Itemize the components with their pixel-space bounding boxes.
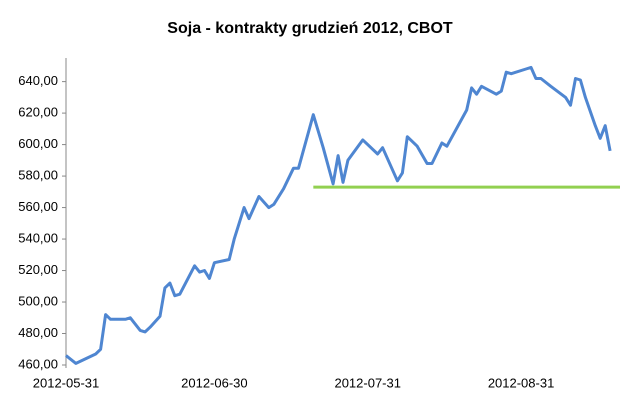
y-tick-label: 480,00 <box>18 325 58 340</box>
x-tick-label: 2012-06-30 <box>181 375 248 390</box>
chart-title: Soja - kontrakty grudzień 2012, CBOT <box>167 20 453 37</box>
y-tick-label: 620,00 <box>18 105 58 120</box>
y-tick-label: 600,00 <box>18 136 58 151</box>
y-tick-label: 520,00 <box>18 262 58 277</box>
y-tick-label: 460,00 <box>18 356 58 371</box>
y-tick-label: 500,00 <box>18 293 58 308</box>
y-tick-label: 540,00 <box>18 230 58 245</box>
x-tick-label: 2012-05-31 <box>33 375 100 390</box>
y-tick-label: 640,00 <box>18 73 58 88</box>
series-line <box>65 65 612 365</box>
y-tick-label: 560,00 <box>18 199 58 214</box>
y-tick-label: 580,00 <box>18 168 58 183</box>
x-tick-label: 2012-08-31 <box>488 375 555 390</box>
x-tick-label: 2012-07-31 <box>334 375 401 390</box>
